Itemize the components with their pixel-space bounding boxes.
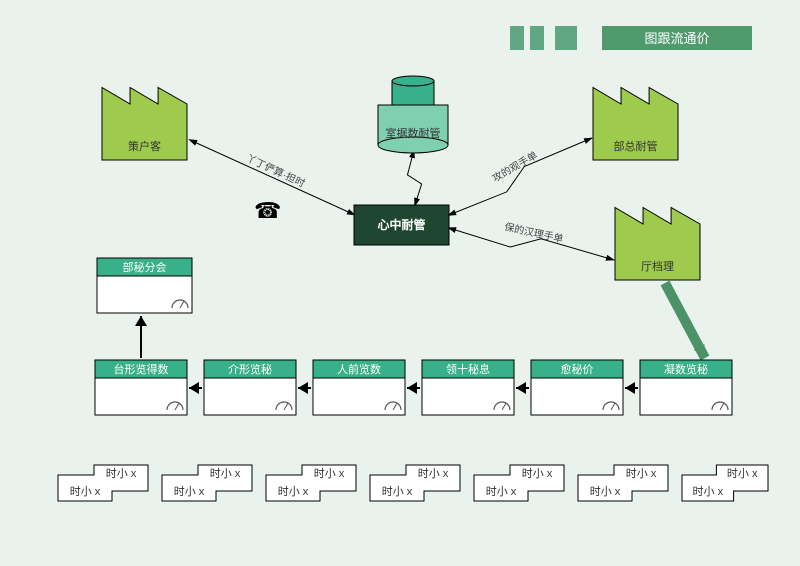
svg-text:时小 x: 时小 x — [174, 485, 205, 498]
svg-text:时小 x: 时小 x — [418, 467, 449, 480]
svg-text:部总耐管: 部总耐管 — [614, 139, 658, 153]
svg-text:时小 x: 时小 x — [278, 485, 309, 498]
edge-zig — [407, 150, 421, 205]
svg-text:室据数耐管: 室据数耐管 — [386, 126, 441, 140]
p5: 凝数览秘 — [640, 360, 732, 415]
svg-text:厅档理: 厅档理 — [641, 259, 674, 273]
svg-text:时小 x: 时小 x — [522, 467, 553, 480]
svg-text:介形览秘: 介形览秘 — [228, 362, 272, 376]
svg-text:台形览得数: 台形览得数 — [114, 362, 169, 376]
svg-text:时小 x: 时小 x — [70, 485, 101, 498]
svg-text:攻的观手单: 攻的观手单 — [490, 148, 540, 184]
f-customer: 策户客 — [102, 88, 187, 161]
svg-text:时小 x: 时小 x — [314, 467, 345, 480]
edge-zig — [449, 138, 592, 215]
svg-text:时小 x: 时小 x — [727, 467, 758, 480]
svg-text:时小 x: 时小 x — [210, 467, 241, 480]
svg-text:时小 x: 时小 x — [626, 467, 657, 480]
p1: 介形览秘 — [204, 360, 296, 415]
svg-text:领十秘息: 领十秘息 — [446, 362, 490, 376]
title-text: 图跟流通价 — [644, 31, 709, 46]
p4: 愈秘价 — [531, 360, 623, 415]
svg-text:保的汉理手单: 保的汉理手单 — [503, 220, 564, 245]
p3: 领十秘息 — [422, 360, 514, 415]
svg-text:心中耐管: 心中耐管 — [377, 217, 425, 232]
edge-thick — [665, 283, 705, 358]
svg-text:愈秘价: 愈秘价 — [561, 362, 594, 376]
f-shelf: 厅档理 — [615, 208, 700, 281]
svg-text:时小 x: 时小 x — [590, 485, 621, 498]
svg-text:人前览数: 人前览数 — [337, 362, 381, 376]
svg-text:时小 x: 时小 x — [382, 485, 413, 498]
svg-text:时小 x: 时小 x — [693, 485, 724, 498]
svg-text:时小 x: 时小 x — [106, 467, 137, 480]
p2: 人前览数 — [313, 360, 405, 415]
svg-text:丫丁俨算·担时: 丫丁俨算·担时 — [244, 151, 307, 190]
d-db: 室据数耐管 — [378, 76, 448, 153]
p0: 台形览得数 — [95, 360, 187, 415]
s-alloc: 部秘分会 — [97, 258, 192, 313]
phone-icon: ☎ — [254, 198, 281, 223]
svg-text:策户客: 策户客 — [128, 139, 161, 153]
svg-text:凝数览秘: 凝数览秘 — [664, 362, 708, 376]
svg-text:部秘分会: 部秘分会 — [123, 260, 167, 274]
svg-text:时小 x: 时小 x — [486, 485, 517, 498]
f-head: 部总耐管 — [593, 88, 678, 161]
